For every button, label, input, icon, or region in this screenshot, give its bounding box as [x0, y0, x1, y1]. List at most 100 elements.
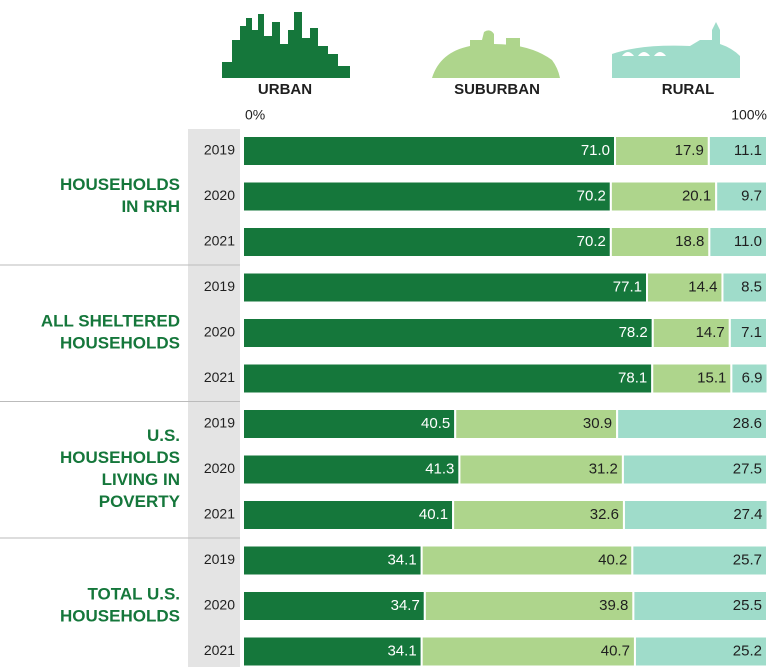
bar-segment	[242, 362, 654, 395]
bar-segment	[622, 499, 769, 531]
group-label: HOUSEHOLDS	[60, 448, 180, 467]
bar-segment	[242, 453, 461, 486]
y-tick-label: 2021	[204, 642, 235, 658]
y-tick-label: 2019	[204, 551, 235, 567]
bar-segment	[707, 135, 768, 167]
bar-segment	[715, 180, 768, 213]
value-label: 9.7	[741, 187, 762, 204]
y-tick-label: 2019	[204, 142, 235, 158]
bar-segment	[708, 226, 768, 258]
value-label: 39.8	[599, 597, 628, 614]
bar-segment	[631, 544, 768, 577]
legend-label: RURAL	[662, 81, 715, 98]
bar-segment	[728, 317, 769, 349]
bar-segment	[454, 408, 619, 440]
value-label: 70.2	[577, 233, 606, 250]
year-cell	[188, 493, 240, 539]
y-tick-label: 2020	[204, 324, 235, 340]
bar-segment	[242, 226, 612, 258]
value-label: 30.9	[583, 415, 612, 432]
value-label: 71.0	[581, 142, 610, 159]
suburban-icon	[432, 30, 560, 78]
bar-segment	[609, 226, 711, 258]
group-label: HOUSEHOLDS	[60, 333, 180, 352]
y-tick-label: 2019	[204, 278, 235, 294]
value-label: 7.1	[741, 324, 762, 341]
value-label: 40.2	[598, 551, 627, 568]
year-cell	[188, 629, 240, 667]
value-label: 34.7	[391, 597, 420, 614]
year-cell	[188, 129, 240, 175]
bar-segment	[632, 590, 768, 622]
value-label: 6.9	[742, 369, 763, 386]
bar-segment	[614, 135, 710, 167]
group-label: HOUSEHOLDS	[60, 606, 180, 625]
bar-segment	[242, 317, 654, 349]
value-label: 40.7	[601, 642, 630, 659]
year-cell	[188, 311, 240, 357]
group-label: HOUSEHOLDS	[60, 175, 180, 194]
value-label: 14.4	[688, 278, 717, 295]
year-cell	[188, 220, 240, 266]
value-label: 14.7	[696, 324, 725, 341]
group-label: POVERTY	[99, 492, 181, 511]
bar-segment	[651, 362, 733, 395]
year-cell	[188, 538, 240, 584]
bar-segment	[721, 271, 769, 304]
legend-label: URBAN	[258, 81, 312, 98]
year-cell	[188, 265, 240, 311]
y-tick-label: 2020	[204, 187, 235, 203]
bar-segment	[242, 499, 455, 531]
value-label: 11.1	[734, 142, 762, 159]
y-tick-label: 2021	[204, 233, 235, 249]
bar-segment	[242, 408, 457, 440]
value-label: 31.2	[589, 460, 618, 477]
value-label: 25.7	[733, 551, 762, 568]
bar-segment	[616, 408, 768, 440]
bar-segment	[651, 317, 731, 349]
y-tick-label: 2019	[204, 415, 235, 431]
group-label: LIVING IN	[102, 470, 180, 489]
value-label: 28.6	[733, 415, 762, 432]
legend-label: SUBURBAN	[454, 81, 540, 98]
bar-segment	[621, 453, 769, 486]
year-cell	[188, 402, 240, 448]
y-tick-label: 2021	[204, 506, 235, 522]
value-label: 70.2	[577, 187, 606, 204]
y-tick-label: 2020	[204, 460, 235, 476]
bar-segment	[452, 499, 625, 531]
group-label: IN RRH	[121, 197, 180, 216]
group-label: ALL SHELTERED	[41, 311, 180, 330]
x-tick-label: 100%	[731, 107, 767, 123]
value-label: 18.8	[675, 233, 704, 250]
value-label: 41.3	[425, 460, 454, 477]
value-label: 8.5	[741, 278, 762, 295]
house	[506, 38, 520, 48]
bar-segment	[646, 271, 724, 304]
value-label: 34.1	[387, 642, 416, 659]
bar-segment	[633, 635, 769, 667]
value-label: 78.1	[618, 369, 647, 386]
bar-segment	[242, 635, 423, 667]
bar-segment	[420, 544, 634, 577]
value-label: 27.4	[733, 506, 762, 523]
year-cell	[188, 584, 240, 630]
value-label: 11.0	[734, 233, 762, 250]
value-label: 15.1	[697, 369, 726, 386]
group-label: TOTAL U.S.	[87, 584, 180, 603]
x-tick-label: 0%	[245, 107, 265, 123]
value-label: 25.2	[733, 642, 762, 659]
rural-icon	[612, 22, 740, 78]
bar-segment	[242, 271, 649, 304]
bar-segment	[242, 135, 617, 167]
value-label: 40.5	[421, 415, 450, 432]
value-label: 27.5	[733, 460, 762, 477]
bar-segment	[242, 544, 423, 577]
y-tick-label: 2021	[204, 369, 235, 385]
year-cell	[188, 356, 240, 402]
value-label: 25.5	[733, 597, 762, 614]
bar-segment	[730, 362, 769, 395]
value-label: 32.6	[590, 506, 619, 523]
